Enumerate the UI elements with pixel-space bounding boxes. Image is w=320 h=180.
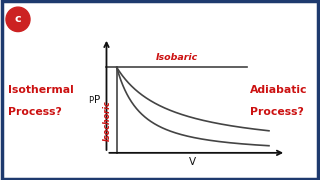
Text: c: c [15, 14, 21, 24]
Text: Isochoric: Isochoric [103, 100, 112, 141]
Text: Adiabatic: Adiabatic [250, 85, 307, 95]
Text: V: V [188, 157, 196, 167]
Text: Process?: Process? [8, 107, 62, 117]
Circle shape [6, 7, 30, 31]
Text: P: P [88, 96, 93, 105]
Text: Thermodynamic Process: Thermodynamic Process [75, 12, 295, 27]
Text: Isothermal: Isothermal [8, 85, 74, 95]
Text: Isobaric: Isobaric [156, 53, 198, 62]
Text: Process?: Process? [250, 107, 303, 117]
Text: P: P [94, 95, 100, 105]
Polygon shape [34, 15, 42, 23]
